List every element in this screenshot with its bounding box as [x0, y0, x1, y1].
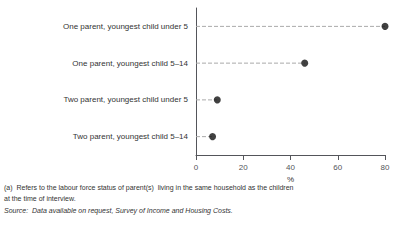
svg-text:0: 0 [194, 163, 199, 172]
svg-text:%: % [287, 175, 294, 184]
svg-text:Source: Data available on req: Source: Data available on request, Surve… [4, 207, 233, 215]
svg-text:40: 40 [286, 163, 295, 172]
svg-text:20: 20 [239, 163, 248, 172]
svg-text:One parent, youngest child 5–1: One parent, youngest child 5–14 [72, 59, 188, 68]
svg-text:(a) Refers to the labour forc: (a) Refers to the labour force status of… [4, 184, 294, 192]
svg-text:Two parent, youngest child 5–1: Two parent, youngest child 5–14 [73, 132, 189, 141]
svg-text:One parent, youngest child und: One parent, youngest child under 5 [63, 22, 189, 31]
svg-text:60: 60 [333, 163, 342, 172]
svg-text:Two parent, youngest child und: Two parent, youngest child under 5 [63, 95, 188, 104]
svg-text:80: 80 [381, 163, 390, 172]
svg-text:at the time of interview.: at the time of interview. [4, 195, 76, 202]
